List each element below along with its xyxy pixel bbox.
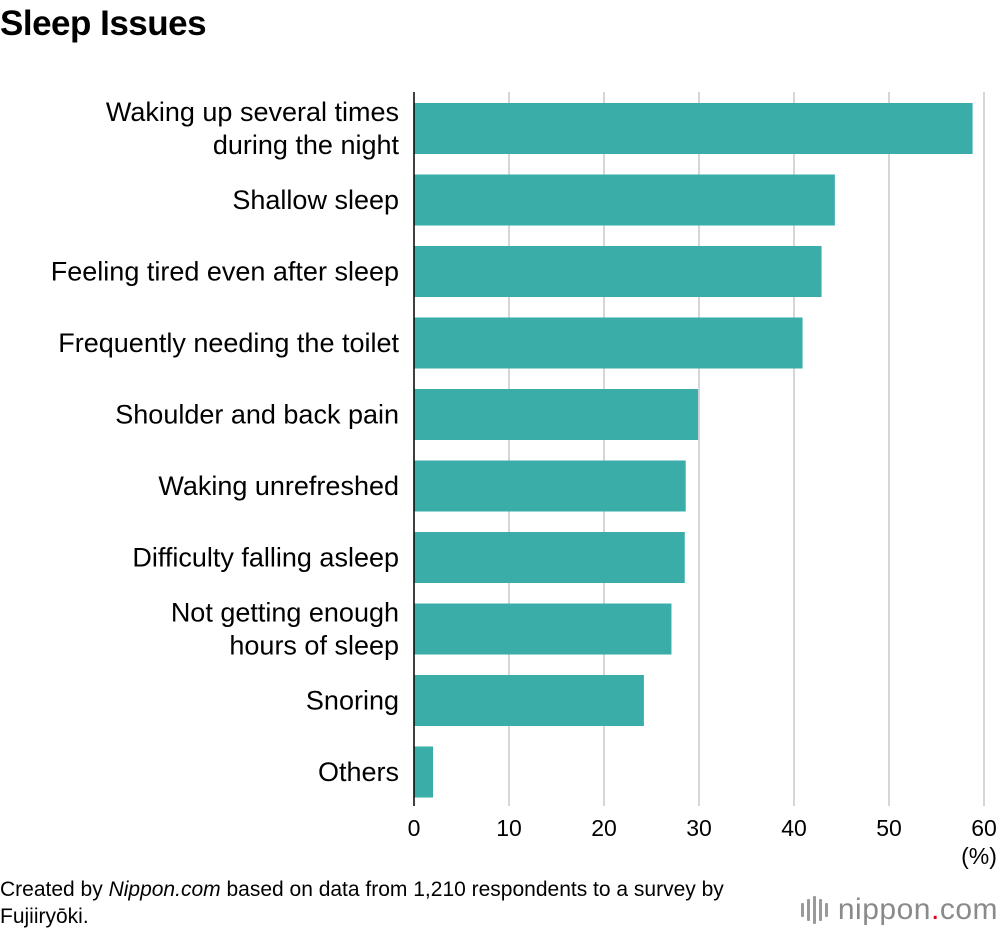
source-suffix: based on data from 1,210 respondents to …	[0, 878, 724, 928]
bars	[414, 103, 973, 798]
category-label: Snoring	[306, 686, 399, 716]
source-name: Nippon.com	[108, 878, 221, 901]
bar	[414, 746, 433, 798]
logo-wordmark: nippon.com	[837, 893, 998, 926]
bar	[414, 532, 685, 583]
logo-mark-icon	[800, 896, 828, 924]
category-label: Not getting enough hours of sleep	[171, 598, 399, 661]
x-tick-label: 0	[408, 815, 421, 841]
category-label: Feeling tired even after sleep	[51, 257, 399, 287]
category-label: Waking unrefreshed	[158, 471, 399, 501]
bar-chart: Waking up several times during the night S…	[51, 92, 997, 869]
bar	[414, 675, 644, 726]
nippon-logo: nippon.com	[800, 893, 998, 927]
bar	[414, 103, 973, 154]
x-tick-labels: 0 10 20 30 40 50 60	[408, 815, 997, 841]
bar	[414, 389, 699, 440]
category-label: Difficulty falling asleep	[132, 543, 399, 573]
x-tick-label: 60	[971, 815, 997, 841]
x-tick-label: 50	[876, 815, 902, 841]
x-unit-label: (%)	[961, 843, 997, 869]
source-note: Created by Nippon.com based on data from…	[0, 876, 760, 930]
x-tick-label: 40	[781, 815, 807, 841]
chart-title: Sleep Issues	[0, 4, 207, 43]
source-prefix: Created by	[0, 878, 109, 901]
bar	[414, 246, 822, 297]
bar	[414, 174, 835, 226]
category-label: Shallow sleep	[232, 185, 399, 215]
category-label: Waking up several times during the night	[106, 97, 400, 160]
x-tick-label: 10	[496, 815, 522, 841]
bar	[414, 317, 803, 369]
bar	[414, 603, 672, 655]
category-label: Frequently needing the toilet	[58, 328, 399, 358]
category-label: Others	[318, 757, 399, 787]
category-labels: Waking up several times during the night S…	[51, 97, 400, 787]
bar	[414, 460, 686, 512]
x-tick-label: 30	[686, 815, 712, 841]
x-tick-label: 20	[591, 815, 617, 841]
category-label: Shoulder and back pain	[115, 400, 399, 430]
